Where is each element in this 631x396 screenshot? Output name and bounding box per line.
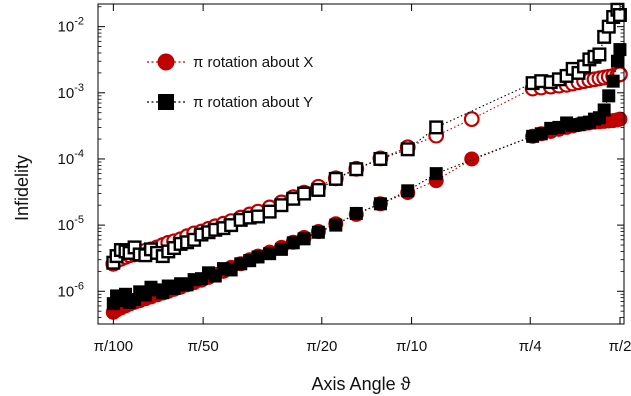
x-tick-label: π/20 bbox=[306, 338, 337, 355]
series-y_filled bbox=[106, 43, 627, 311]
data-point-square bbox=[592, 47, 607, 62]
y-tick-label: 10-4 bbox=[58, 148, 84, 168]
series-y_open bbox=[106, 2, 627, 270]
legend-label-y: π rotation about Y bbox=[193, 94, 313, 111]
data-point-square bbox=[297, 232, 311, 246]
x-tick-label: π/50 bbox=[188, 338, 219, 355]
y-tick-label: 10-3 bbox=[58, 82, 84, 102]
legend-marker-square bbox=[158, 94, 174, 110]
legend-marker-circle bbox=[157, 53, 175, 71]
data-point-square bbox=[251, 250, 265, 264]
y-tick-label: 10-5 bbox=[58, 214, 84, 234]
data-point-square bbox=[311, 225, 325, 239]
data-point-square bbox=[328, 171, 343, 186]
data-point-circle bbox=[463, 111, 480, 128]
x-tick-label: π/10 bbox=[396, 338, 427, 355]
data-point-square bbox=[263, 247, 277, 261]
data-point-circle bbox=[464, 151, 480, 167]
legend-entry-y: π rotation about Y bbox=[147, 94, 313, 111]
axis-layer: π/100 π/50 π/20 π/10 π/4 π/2 10-6 10-5 10-4 10-3 1… bbox=[58, 4, 631, 355]
y-tick-label: 10-2 bbox=[58, 16, 84, 36]
data-point-square bbox=[429, 167, 443, 181]
x-tick-label: π/100 bbox=[94, 338, 134, 355]
data-point-square bbox=[274, 198, 289, 213]
x-tick-label: π/4 bbox=[519, 338, 542, 355]
data-point-square bbox=[602, 89, 616, 103]
y-axis-label: Infidelity bbox=[12, 155, 32, 221]
data-point-square bbox=[297, 186, 312, 201]
data-point-square bbox=[286, 236, 300, 250]
data-point-circle bbox=[612, 111, 628, 127]
data-point-square bbox=[349, 206, 363, 220]
x-tick-label: π/2 bbox=[609, 338, 631, 355]
data-point-square bbox=[373, 197, 387, 211]
data-point-square bbox=[349, 162, 364, 177]
x-axis-label: Axis Angle ϑ bbox=[312, 374, 411, 394]
data-point-square bbox=[311, 182, 326, 197]
data-point-square bbox=[606, 74, 620, 88]
legend-label-x: π rotation about X bbox=[193, 54, 313, 71]
data-point-square bbox=[597, 103, 611, 117]
data-point-square bbox=[400, 142, 415, 157]
legend-entry-x: π rotation about X bbox=[147, 53, 313, 71]
data-point-square bbox=[262, 204, 277, 219]
data-point-square bbox=[401, 184, 415, 198]
data-point-square bbox=[373, 151, 388, 166]
data-point-square bbox=[610, 54, 624, 68]
series-layer bbox=[105, 2, 628, 320]
data-point-square bbox=[251, 209, 266, 224]
plot-frame bbox=[97, 3, 625, 325]
data-point-square bbox=[274, 242, 288, 256]
y-tick-label: 10-6 bbox=[58, 280, 84, 300]
data-point-square bbox=[329, 218, 343, 232]
legend: π rotation about X π rotation about Y bbox=[147, 53, 313, 111]
data-point-square bbox=[429, 120, 444, 135]
